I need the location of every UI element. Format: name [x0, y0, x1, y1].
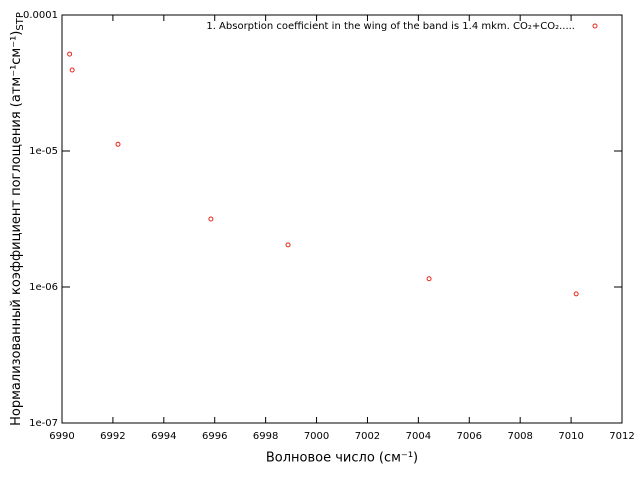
x-tick-label: 7000 — [304, 431, 329, 442]
point — [208, 216, 214, 222]
x-tick-label: 6994 — [151, 431, 176, 442]
legend-label: 1. Absorption coefficient in the wing of… — [206, 21, 575, 32]
x-axis-label: Волновое число (см⁻¹) — [266, 451, 418, 466]
y-tick-label: 1e-07 — [29, 418, 58, 429]
y-tick-label: 0.0001 — [23, 10, 58, 21]
legend-marker — [592, 23, 598, 29]
x-tick-label: 6998 — [253, 431, 278, 442]
x-tick-label: 7002 — [355, 431, 380, 442]
point — [285, 242, 291, 248]
x-tick-label: 7006 — [457, 431, 482, 442]
point — [573, 291, 579, 297]
x-tick-label: 7008 — [507, 431, 532, 442]
plot-frame — [61, 14, 623, 424]
point — [69, 67, 75, 73]
x-tick-label: 7010 — [558, 431, 583, 442]
x-tick-label: 7012 — [609, 431, 634, 442]
x-tick-label: 7004 — [406, 431, 431, 442]
y-axis-label: Нормализованный коэффициент поглощения (… — [9, 12, 27, 426]
y-label-main: Нормализованный коэффициент поглощения (… — [9, 31, 24, 426]
y-tick-label: 1e-05 — [29, 146, 58, 157]
point — [426, 276, 432, 282]
y-tick-label: 1e-06 — [29, 282, 58, 293]
point — [67, 51, 73, 57]
x-tick-label: 6990 — [49, 431, 74, 442]
point — [115, 141, 121, 147]
x-tick-label: 6996 — [202, 431, 227, 442]
x-tick-label: 6992 — [100, 431, 125, 442]
y-label-sub: STP — [15, 12, 26, 31]
